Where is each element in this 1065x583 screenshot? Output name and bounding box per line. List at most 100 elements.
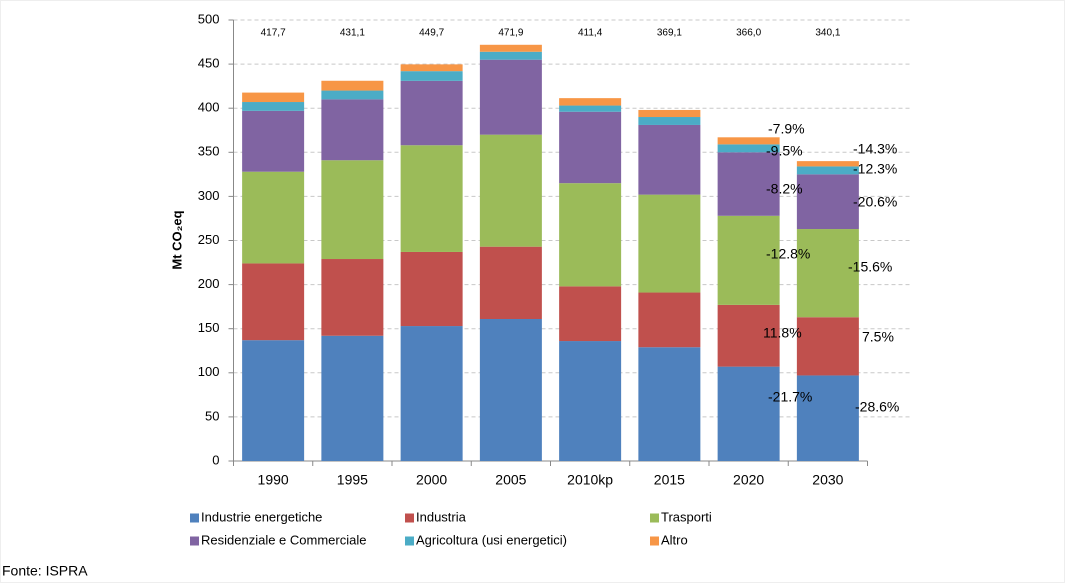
- x-tick-label: 2015: [654, 472, 685, 488]
- bar-segment: [717, 366, 780, 461]
- legend-swatch: [190, 513, 199, 523]
- bar-segment: [242, 340, 305, 461]
- x-tick-label: 2000: [416, 472, 447, 488]
- bar-segment: [717, 215, 780, 305]
- bar-segment: [400, 145, 463, 252]
- bar-segment: [638, 117, 701, 125]
- change-annotation: 11.8%: [763, 325, 802, 341]
- x-tick-label: 2010kp: [567, 472, 613, 488]
- bar-segment: [559, 111, 622, 184]
- bar-segment: [321, 90, 384, 100]
- bar-segment: [796, 375, 859, 461]
- bar-segment: [400, 80, 463, 146]
- change-annotation: -8.2%: [766, 181, 803, 197]
- bar-segment: [796, 317, 859, 376]
- bar-segment: [242, 263, 305, 341]
- bar-segment: [717, 152, 780, 216]
- bar-segment: [400, 251, 463, 327]
- change-annotation: -21.7%: [768, 389, 812, 405]
- bar-segment: [479, 318, 542, 461]
- bar-segment: [400, 71, 463, 81]
- legend-swatch: [405, 513, 414, 523]
- x-tick-label: 1995: [337, 472, 368, 488]
- change-annotation: -14.3%: [853, 141, 897, 157]
- legend-label: Residenziale e Commerciale: [201, 532, 366, 547]
- total-label: 369,1: [657, 28, 682, 39]
- y-tick-label: 0: [212, 452, 219, 467]
- legend-swatch: [190, 536, 199, 546]
- legend-label: Industria: [416, 509, 467, 524]
- y-tick-label: 100: [198, 364, 220, 379]
- bar-segment: [559, 341, 622, 461]
- y-axis-label: Mt CO₂eq: [169, 210, 184, 269]
- total-label: 340,1: [815, 28, 840, 39]
- bar-segment: [321, 80, 384, 91]
- bar-segment: [321, 99, 384, 161]
- legend-label: Altro: [661, 532, 688, 547]
- total-label: 411,4: [578, 28, 603, 39]
- bar-segment: [479, 246, 542, 319]
- legend-swatch: [650, 536, 659, 546]
- change-annotation: -15.6%: [848, 259, 892, 275]
- bar-segment: [242, 171, 305, 264]
- total-label: 449,7: [419, 28, 444, 39]
- bar-segment: [559, 183, 622, 287]
- bar-segment: [242, 92, 305, 103]
- total-label: 417,7: [261, 28, 286, 39]
- bar-segment: [796, 229, 859, 318]
- bar-segment: [321, 160, 384, 260]
- bar-segment: [717, 304, 780, 367]
- y-tick-label: 300: [198, 188, 220, 203]
- y-tick-label: 500: [198, 11, 220, 26]
- legend-swatch: [650, 513, 659, 523]
- bar-segment: [638, 109, 701, 118]
- bar-segment: [479, 44, 542, 52]
- x-tick-label: 2020: [733, 472, 764, 488]
- bar-segment: [242, 102, 305, 111]
- bar-segment: [479, 134, 542, 247]
- total-label: 471,9: [498, 28, 523, 39]
- bar-segment: [242, 110, 305, 172]
- legend-label: Agricoltura (usi energetici): [416, 532, 567, 547]
- bar-segment: [321, 335, 384, 461]
- y-tick-label: 450: [198, 56, 220, 71]
- bar-segment: [321, 259, 384, 336]
- y-tick-label: 50: [205, 408, 219, 423]
- bar-segment: [717, 137, 780, 145]
- bar-segment: [796, 174, 859, 230]
- bar-segment: [638, 194, 701, 293]
- change-annotation: -12.8%: [766, 246, 810, 262]
- bar-segment: [796, 161, 859, 167]
- bar-segment: [559, 105, 622, 112]
- change-annotation: -20.6%: [853, 194, 897, 210]
- y-tick-label: 350: [198, 144, 220, 159]
- x-tick-label: 2005: [495, 472, 526, 488]
- total-label: 431,1: [340, 28, 365, 39]
- bar-segment: [559, 98, 622, 106]
- total-label: 366,0: [736, 28, 761, 39]
- bar-segment: [717, 144, 780, 153]
- bar-segment: [796, 166, 859, 175]
- change-annotation: -9.5%: [766, 143, 803, 159]
- bar-segment: [400, 64, 463, 72]
- bar-segment: [559, 286, 622, 342]
- source: Fonte: ISPRA: [2, 563, 88, 579]
- y-tick-label: 250: [198, 232, 220, 247]
- bar-segment: [400, 326, 463, 461]
- bar-segment: [638, 347, 701, 461]
- y-tick-label: 150: [198, 320, 220, 335]
- bar-segment: [638, 292, 701, 348]
- bar-segment: [479, 51, 542, 60]
- legend-swatch: [405, 536, 414, 546]
- change-annotation: 7.5%: [862, 329, 894, 345]
- bar-segment: [479, 59, 542, 135]
- change-annotation: -7.9%: [768, 121, 805, 137]
- legend-label: Industrie energetiche: [201, 509, 322, 524]
- change-annotation: -28.6%: [855, 399, 899, 415]
- x-tick-label: 1990: [258, 472, 289, 488]
- y-tick-label: 400: [198, 100, 220, 115]
- bar-segment: [638, 124, 701, 195]
- change-annotation: -12.3%: [853, 161, 897, 177]
- y-tick-label: 200: [198, 276, 220, 291]
